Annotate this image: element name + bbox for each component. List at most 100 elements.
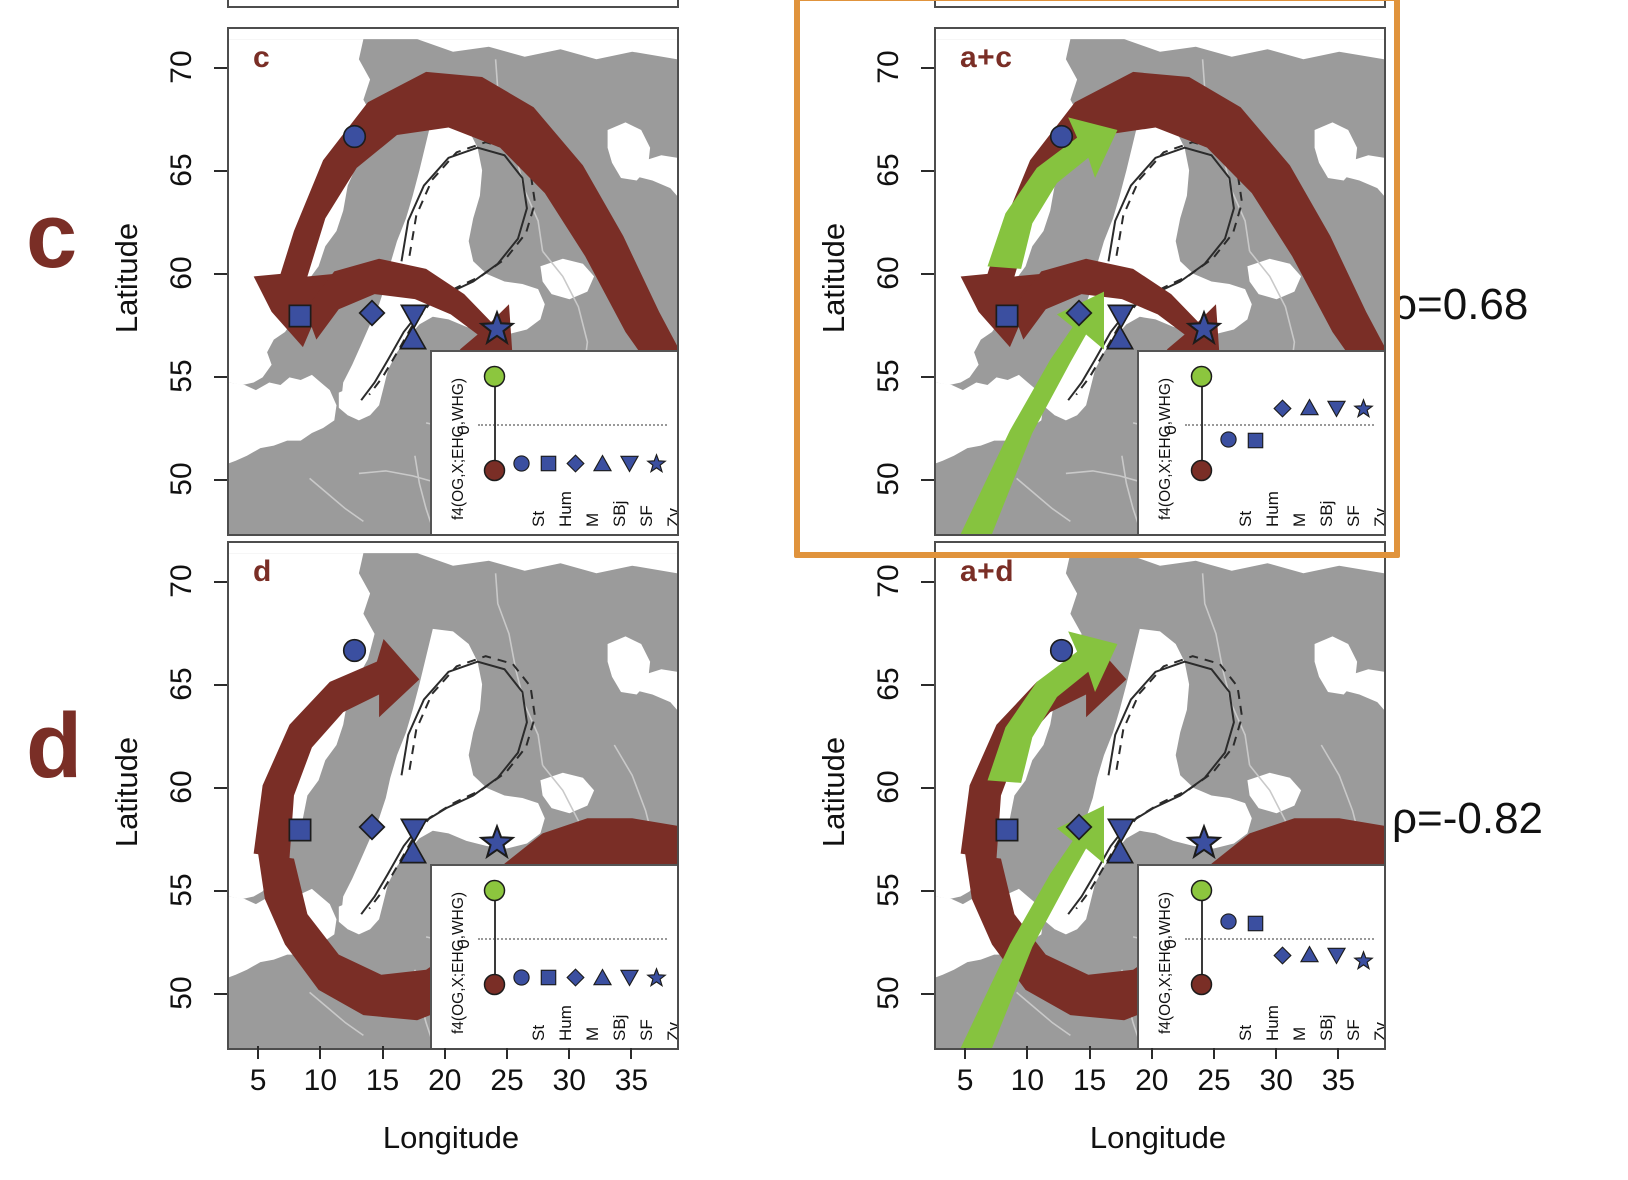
y-tick-label: 55 [165, 873, 198, 908]
inset-point-st [512, 454, 531, 473]
inset-x-label-st: St [1235, 1024, 1255, 1041]
arrow-green-central-europe [960, 291, 1104, 534]
y-tick [214, 581, 227, 584]
y-tick-label: 65 [872, 153, 905, 187]
inset-x-label-sbj: SBj [1316, 1014, 1336, 1041]
row-label-d: d [26, 695, 83, 797]
y-tick [921, 581, 934, 584]
inset-x-label-zv: Zv [663, 1022, 679, 1041]
panel-a-plus-c: a+c f4(OG,X;EHG,WHG) 0 St Hum M SBj SF Zv [934, 27, 1386, 536]
inset-point-sbj [1300, 398, 1320, 417]
y-axis-title: Latitude [816, 222, 851, 333]
plot-area: a+d f4(OG,X;EHG,WHG) 0 St Hum M SBj SF Zv [934, 541, 1386, 1050]
x-tick [443, 1046, 446, 1059]
arrow-red-baltic-short [305, 258, 514, 370]
y-tick [214, 684, 227, 687]
y-tick-label: 55 [872, 359, 905, 394]
inset-zero-line [478, 424, 667, 426]
inset-plot: f4(OG,X;EHG,WHG) 0 St Hum M SBj SF Zv [1137, 864, 1384, 1048]
map-marker-triangle-down [400, 816, 429, 844]
map-marker-circle [341, 637, 368, 664]
x-tick-label: 30 [1259, 1064, 1293, 1097]
inset-zero-line [1185, 424, 1374, 426]
inset-point-sf [620, 454, 640, 473]
x-tick [1026, 1046, 1029, 1059]
map-canvas [229, 29, 677, 534]
y-tick [214, 273, 227, 276]
x-tick-label: 25 [1197, 1064, 1231, 1097]
y-tick-label: 50 [165, 462, 198, 497]
y-tick-label: 60 [872, 770, 905, 805]
migration-arrows [960, 71, 1384, 534]
arrow-green-scandinavian [987, 631, 1118, 783]
inset-x-label-sf: SF [636, 505, 656, 527]
inset-zero-tick-label: 0 [1161, 939, 1180, 949]
map-marker-triangle-up [399, 324, 428, 352]
inset-x-label-zv: Zv [663, 508, 679, 527]
y-axis-title: Latitude [816, 736, 851, 847]
x-axis-title: Longitude [1089, 1120, 1227, 1155]
y-tick-label: 70 [872, 564, 905, 598]
y-tick [921, 684, 934, 687]
y-tick [214, 376, 227, 379]
inset-anchor-stem [493, 376, 496, 471]
inset-x-label-zv: Zv [1370, 508, 1386, 527]
inset-x-label-sbj: SBj [609, 1014, 629, 1041]
inset-zero-tick-label: 0 [454, 425, 473, 435]
inset-point-hum [539, 968, 558, 987]
inset-anchor-stem [493, 890, 496, 985]
y-tick [921, 890, 934, 893]
inset-point-hum [1246, 431, 1265, 450]
y-tick [921, 787, 934, 790]
inset-y-axis-label: f4(OG,X;EHG,WHG) [450, 891, 467, 1034]
plot-area: c f4(OG,X;EHG,WHG) 0 St Hum M SBj SF Zv [227, 27, 679, 536]
x-tick-label: 20 [428, 1064, 462, 1097]
inset-point-st [1219, 912, 1238, 931]
inset-point-st [1219, 430, 1238, 449]
x-tick [1150, 1046, 1153, 1059]
map-marker-diamond [1065, 299, 1093, 327]
panel-tag: c [253, 41, 271, 74]
inset-anchor-high [482, 364, 507, 389]
inset-anchor-low [482, 458, 507, 483]
x-tick [1088, 1046, 1091, 1059]
inset-point-m [566, 454, 585, 473]
plot-area: d f4(OG,X;EHG,WHG) 0 St Hum M SBj SF Zv [227, 541, 679, 1050]
map-marker-star [1185, 309, 1222, 345]
inset-anchor-stem [1200, 376, 1203, 471]
inset-point-sf [1327, 399, 1347, 418]
panel-above-left [227, 0, 679, 8]
map-marker-circle [1048, 637, 1075, 664]
inset-point-m [1273, 946, 1292, 965]
inset-zero-line [478, 938, 667, 940]
map-marker-square [286, 302, 314, 330]
inset-point-zv [646, 452, 668, 473]
inset-x-label-m: M [582, 1026, 602, 1041]
panel-tag: d [253, 555, 272, 588]
inset-point-m [566, 968, 585, 987]
inset-plot: f4(OG,X;EHG,WHG) 0 St Hum M SBj SF Zv [430, 864, 679, 1048]
arrow-green-scandinavian [987, 117, 1118, 269]
map-marker-diamond [358, 813, 386, 841]
y-tick-label: 50 [165, 976, 198, 1011]
arrow-red-northern-sweep [253, 71, 677, 406]
inset-x-label-m: M [1289, 512, 1309, 527]
panel-tag: a+d [960, 555, 1015, 588]
y-tick-label: 60 [872, 256, 905, 291]
inset-x-label-m: M [1289, 1026, 1309, 1041]
y-tick-label: 55 [872, 873, 905, 908]
x-tick-label: 5 [956, 1064, 974, 1097]
correlation-label: ρ=-0.82 [1392, 793, 1544, 843]
inset-zero-tick-label: 0 [1161, 425, 1180, 435]
inset-x-label-st: St [1235, 510, 1255, 527]
migration-arrows [253, 71, 677, 406]
inset-point-st [512, 968, 531, 987]
correlation-label: ρ=0.68 [1392, 279, 1529, 329]
arrow-red-norway-up [253, 638, 420, 859]
y-tick-label: 70 [165, 50, 198, 84]
y-tick-label: 70 [872, 50, 905, 84]
map-marker-diamond [1065, 813, 1093, 841]
y-tick [921, 170, 934, 173]
inset-zero-line [1185, 938, 1374, 940]
